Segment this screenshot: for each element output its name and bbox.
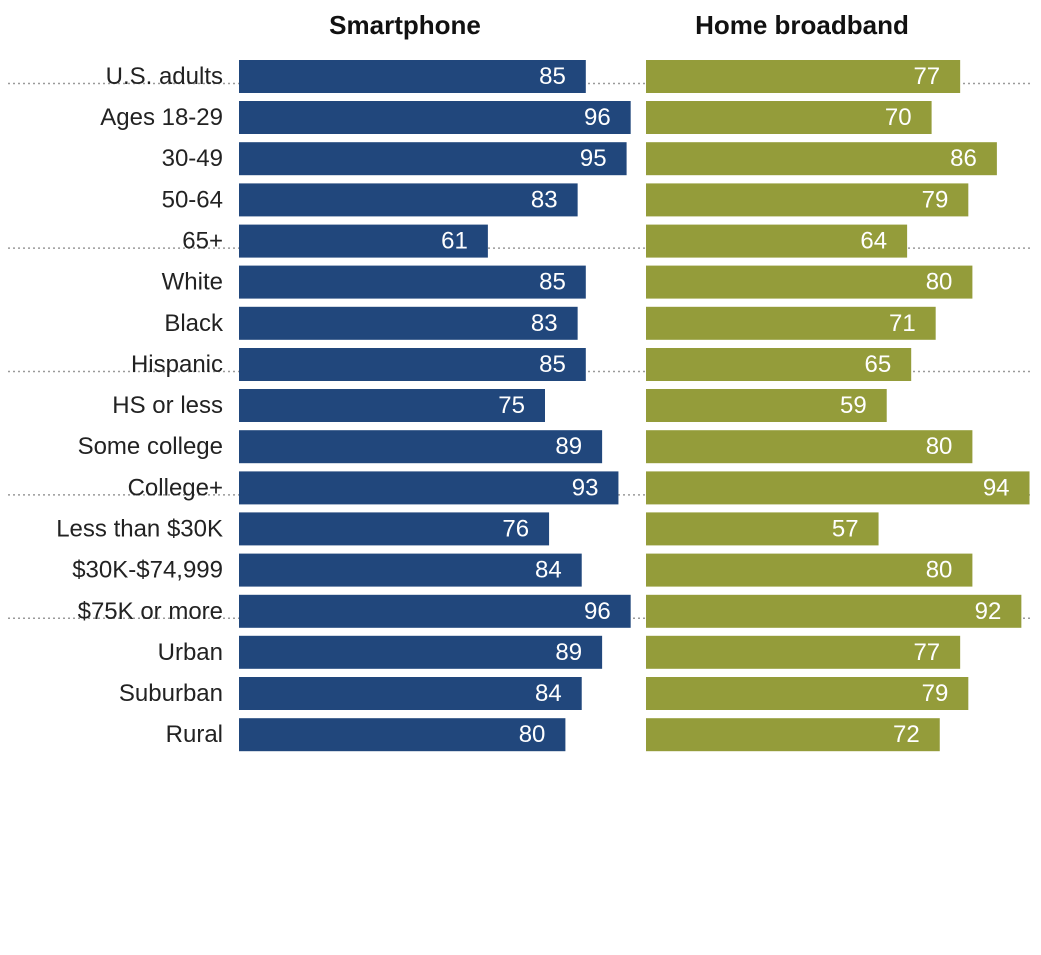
category-label: HS or less	[112, 392, 223, 419]
home-broadband-bar	[646, 677, 969, 710]
home-broadband-bar	[646, 101, 932, 134]
home-broadband-bar	[646, 265, 973, 299]
smartphone-bar	[239, 265, 586, 299]
smartphone-bar	[239, 224, 488, 258]
smartphone-bar	[239, 348, 586, 381]
smartphone-value-label: 76	[502, 515, 529, 542]
smartphone-bar	[239, 183, 578, 217]
category-label: U.S. adults	[106, 63, 223, 90]
home-broadband-bar	[646, 718, 940, 752]
home-broadband-bar	[646, 348, 912, 381]
home-broadband-bar	[646, 512, 879, 546]
smartphone-value-label: 61	[441, 228, 468, 255]
smartphone-value-label: 93	[572, 474, 599, 501]
category-label: Less than $30K	[56, 515, 223, 542]
category-label: 50-64	[162, 186, 223, 213]
home-broadband-bar	[646, 471, 1030, 505]
category-label: Some college	[78, 433, 223, 460]
smartphone-bar	[239, 471, 619, 505]
category-label: White	[162, 269, 223, 296]
smartphone-value-label: 80	[519, 721, 546, 748]
smartphone-value-label: 75	[498, 392, 525, 419]
smartphone-bar	[239, 677, 582, 710]
home-broadband-bar	[646, 142, 997, 176]
home-broadband-bar	[646, 389, 887, 422]
category-label: 65+	[182, 228, 223, 255]
smartphone-bar	[239, 635, 603, 669]
home-broadband-value-label: 64	[860, 228, 887, 255]
smartphone-bar	[239, 430, 603, 464]
home-broadband-value-label: 92	[975, 598, 1002, 625]
home-broadband-value-label: 79	[922, 186, 949, 213]
smartphone-value-label: 85	[539, 63, 566, 90]
home-broadband-value-label: 80	[926, 269, 953, 296]
smartphone-value-label: 96	[584, 598, 611, 625]
home-broadband-value-label: 77	[913, 63, 940, 90]
home-broadband-bar	[646, 183, 969, 217]
smartphone-bar	[239, 553, 582, 587]
home-broadband-value-label: 57	[832, 515, 859, 542]
smartphone-bar	[239, 60, 586, 93]
smartphone-bar	[239, 512, 550, 546]
smartphone-value-label: 85	[539, 351, 566, 378]
category-label: $75K or more	[78, 598, 223, 625]
smartphone-bar	[239, 142, 627, 176]
home-broadband-value-label: 59	[840, 392, 867, 419]
smartphone-value-label: 95	[580, 145, 607, 172]
chart-rows: U.S. adults 85 77 Ages 18-29 96 70 30-49 95 86 50…	[8, 60, 1033, 752]
category-label: Suburban	[119, 680, 223, 707]
home-broadband-value-label: 70	[885, 104, 912, 131]
home-broadband-bar	[646, 430, 973, 464]
home-broadband-bar	[646, 553, 973, 587]
smartphone-value-label: 96	[584, 104, 611, 131]
category-label: College+	[128, 474, 223, 501]
smartphone-value-label: 84	[535, 680, 562, 707]
home-broadband-value-label: 94	[983, 474, 1010, 501]
home-broadband-value-label: 80	[926, 433, 953, 460]
smartphone-value-label: 89	[555, 433, 582, 460]
home-broadband-bar	[646, 224, 908, 258]
category-label: Black	[164, 310, 224, 337]
smartphone-bar	[239, 101, 631, 134]
home-broadband-value-label: 77	[913, 639, 940, 666]
smartphone-bar	[239, 594, 631, 628]
home-broadband-value-label: 79	[922, 680, 949, 707]
smartphone-value-label: 89	[555, 639, 582, 666]
category-label: Ages 18-29	[100, 104, 223, 131]
home-broadband-value-label: 71	[889, 310, 916, 337]
category-label: Rural	[166, 721, 223, 748]
home-broadband-value-label: 65	[864, 351, 891, 378]
category-label: Hispanic	[131, 351, 223, 378]
category-label: $30K-$74,999	[72, 557, 223, 584]
smartphone-value-label: 85	[539, 269, 566, 296]
home-broadband-value-label: 86	[950, 145, 977, 172]
home-broadband-column-header: Home broadband	[695, 10, 909, 40]
home-broadband-value-label: 80	[926, 557, 953, 584]
category-label: Urban	[158, 639, 223, 666]
home-broadband-bar	[646, 306, 936, 340]
smartphone-bar	[239, 718, 566, 752]
smartphone-value-label: 84	[535, 557, 562, 584]
home-broadband-value-label: 72	[893, 721, 920, 748]
smartphone-bar	[239, 306, 578, 340]
smartphone-value-label: 83	[531, 186, 558, 213]
home-broadband-bar	[646, 635, 961, 669]
category-label: 30-49	[162, 145, 223, 172]
home-broadband-bar	[646, 594, 1022, 628]
smartphone-column-header: Smartphone	[329, 10, 481, 40]
smartphone-bar	[239, 389, 545, 422]
smartphone-value-label: 83	[531, 310, 558, 337]
home-broadband-bar	[646, 60, 961, 93]
